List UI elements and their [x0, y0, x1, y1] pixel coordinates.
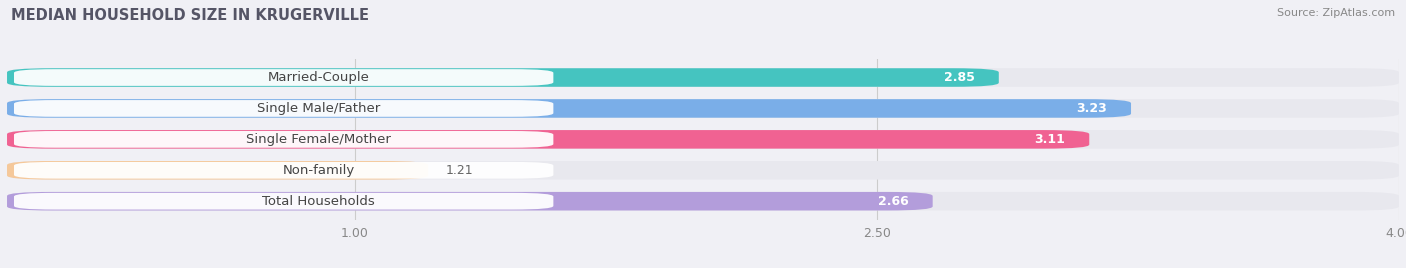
Text: Total Households: Total Households [262, 195, 375, 208]
FancyBboxPatch shape [7, 99, 1399, 118]
FancyBboxPatch shape [7, 192, 932, 210]
FancyBboxPatch shape [7, 161, 1399, 180]
Text: 2.66: 2.66 [877, 195, 908, 208]
Text: Married-Couple: Married-Couple [267, 71, 370, 84]
FancyBboxPatch shape [14, 69, 554, 86]
FancyBboxPatch shape [7, 99, 1130, 118]
Text: 3.23: 3.23 [1076, 102, 1107, 115]
FancyBboxPatch shape [14, 100, 554, 117]
FancyBboxPatch shape [14, 193, 554, 210]
Text: 1.21: 1.21 [446, 164, 472, 177]
FancyBboxPatch shape [14, 131, 554, 148]
Text: Non-family: Non-family [283, 164, 354, 177]
FancyBboxPatch shape [7, 192, 1399, 210]
Text: MEDIAN HOUSEHOLD SIZE IN KRUGERVILLE: MEDIAN HOUSEHOLD SIZE IN KRUGERVILLE [11, 8, 370, 23]
FancyBboxPatch shape [14, 162, 554, 179]
Text: Source: ZipAtlas.com: Source: ZipAtlas.com [1277, 8, 1395, 18]
FancyBboxPatch shape [7, 161, 427, 180]
Text: 2.85: 2.85 [943, 71, 974, 84]
Text: Single Male/Father: Single Male/Father [257, 102, 380, 115]
FancyBboxPatch shape [7, 130, 1399, 149]
FancyBboxPatch shape [7, 68, 1399, 87]
FancyBboxPatch shape [7, 68, 998, 87]
Text: 3.11: 3.11 [1033, 133, 1064, 146]
Text: Single Female/Mother: Single Female/Mother [246, 133, 391, 146]
FancyBboxPatch shape [7, 130, 1090, 149]
